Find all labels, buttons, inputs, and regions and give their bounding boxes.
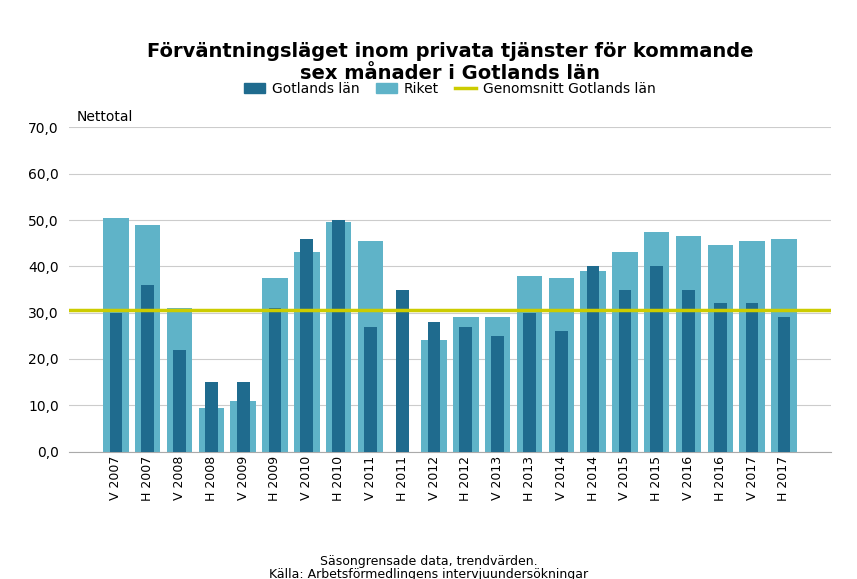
Bar (619, 290, 632, 452)
Bar (326, 222, 351, 452)
Bar (237, 382, 249, 452)
Bar (110, 313, 123, 452)
Bar (357, 241, 383, 452)
Bar (548, 278, 574, 452)
Bar (301, 239, 313, 452)
Bar (422, 340, 446, 452)
Bar (231, 401, 256, 452)
Bar (173, 350, 186, 452)
Bar (708, 245, 733, 452)
Bar (612, 252, 638, 452)
Bar (777, 317, 790, 452)
Bar (294, 252, 320, 452)
Bar (453, 317, 478, 452)
Text: Säsongrensade data, trendvärden.: Säsongrensade data, trendvärden. (320, 555, 537, 567)
Legend: Gotlands län, Riket, Genomsnitt Gotlands län: Gotlands län, Riket, Genomsnitt Gotlands… (238, 76, 662, 101)
Bar (740, 241, 764, 452)
Bar (523, 313, 536, 452)
Bar (491, 336, 504, 452)
Bar (364, 327, 377, 452)
Bar (428, 322, 440, 452)
Bar (746, 303, 758, 452)
Bar (268, 308, 281, 452)
Bar (167, 308, 192, 452)
Bar (714, 303, 727, 452)
Bar (676, 236, 701, 452)
Bar (682, 290, 695, 452)
Bar (459, 327, 472, 452)
Bar (135, 225, 160, 452)
Bar (205, 382, 218, 452)
Text: Nettotal: Nettotal (76, 110, 133, 124)
Bar (580, 271, 606, 452)
Bar (644, 232, 669, 452)
Bar (771, 239, 797, 452)
Bar (141, 285, 154, 452)
Bar (650, 266, 663, 452)
Bar (396, 290, 409, 452)
Text: Källa: Arbetsförmedlingens intervjuundersökningar: Källa: Arbetsförmedlingens intervjuunder… (269, 568, 588, 579)
Bar (485, 317, 511, 452)
Bar (587, 266, 599, 452)
Bar (554, 331, 567, 452)
Title: Förväntningsläget inom privata tjänster för kommande
sex månader i Gotlands län: Förväntningsläget inom privata tjänster … (147, 42, 753, 83)
Bar (517, 276, 542, 452)
Bar (262, 278, 288, 452)
Bar (103, 218, 129, 452)
Bar (333, 220, 345, 452)
Bar (199, 408, 224, 452)
